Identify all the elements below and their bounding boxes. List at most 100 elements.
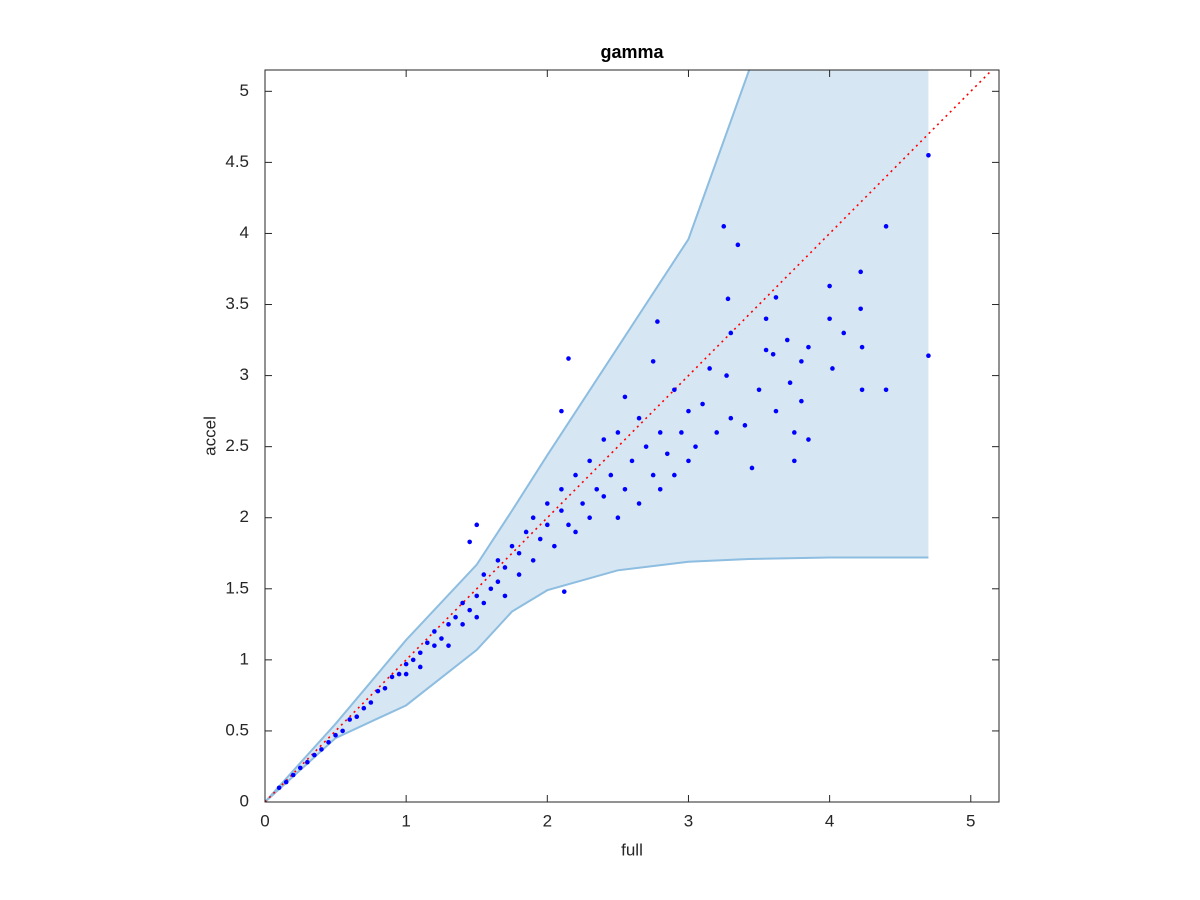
data-point [403,661,409,667]
data-point [537,536,543,542]
data-point [502,593,508,599]
data-point [446,643,451,648]
data-point [410,657,416,663]
data-point [432,629,437,634]
y-tick-label: 4.5 [225,152,249,171]
data-point [728,415,734,421]
data-point [474,614,480,620]
data-point [509,543,515,549]
data-point [787,380,793,385]
data-point [799,398,804,404]
data-point [735,242,741,248]
data-point [523,529,529,535]
data-point [763,316,769,322]
data-point [655,319,660,324]
data-point [657,430,663,435]
band-edge [265,556,929,802]
data-point [799,359,804,364]
data-point [650,472,656,478]
data-point [636,501,642,506]
data-point [858,269,863,275]
data-point [657,487,663,492]
x-tick-label: 1 [401,811,410,830]
x-tick-label: 0 [260,811,269,830]
data-point [530,515,536,521]
data-point [368,700,374,705]
data-point [382,685,388,691]
data-point [773,408,779,414]
data-point [559,487,564,492]
data-point [636,415,642,421]
data-point [488,586,494,592]
data-point [622,487,628,492]
data-point [545,522,550,528]
data-point [587,515,592,521]
data-point [792,430,797,435]
data-point [707,366,712,371]
data-point [883,387,889,393]
data-point [425,640,430,646]
data-point [439,636,444,641]
x-tick-label: 4 [825,811,834,830]
data-point [827,283,832,289]
y-tick-label: 0.5 [225,720,249,739]
data-point [530,558,536,563]
data-point [859,387,865,393]
data-point [566,522,571,528]
data-point [561,589,567,594]
data-point [297,765,303,771]
data-point [806,344,811,350]
data-point [467,539,472,545]
data-point [559,408,564,414]
data-point [573,472,578,478]
data-point [643,444,649,449]
data-point [827,316,832,322]
data-point [763,347,769,353]
data-point [573,529,578,535]
data-point [516,572,522,577]
data-point [679,430,684,435]
data-point [749,465,755,471]
data-point [340,728,345,734]
data-point [629,458,635,464]
data-point [728,330,734,336]
data-point [354,714,360,720]
data-point [615,430,621,435]
y-tick-label: 3.5 [225,294,249,313]
y-tick-label: 1 [240,649,249,668]
data-point [841,330,847,336]
data-point [650,359,656,364]
data-point [756,387,762,393]
data-point [417,664,423,670]
data-point [545,501,550,506]
data-point [481,572,487,577]
y-tick-label: 0 [240,791,249,810]
data-point [672,472,677,478]
data-point [453,614,458,620]
data-point [686,408,691,414]
data-point [622,394,628,400]
data-point [319,747,324,752]
data-point [784,337,790,343]
band-edge [265,70,751,802]
data-point [389,674,395,680]
data-point [347,717,352,722]
y-tick-label: 2.5 [225,436,249,455]
data-point [474,593,480,599]
data-point [396,671,402,677]
data-point [594,487,600,492]
data-point [333,732,338,738]
data-point [883,224,889,229]
data-point [686,458,691,464]
data-point [770,351,776,357]
data-point [467,607,472,613]
data-point [721,224,727,229]
y-tick-label: 4 [240,223,249,242]
data-point [615,515,621,521]
data-point [290,772,296,778]
x-tick-label: 3 [684,811,693,830]
data-point [792,458,797,464]
data-point [926,152,931,158]
data-point [742,423,748,428]
